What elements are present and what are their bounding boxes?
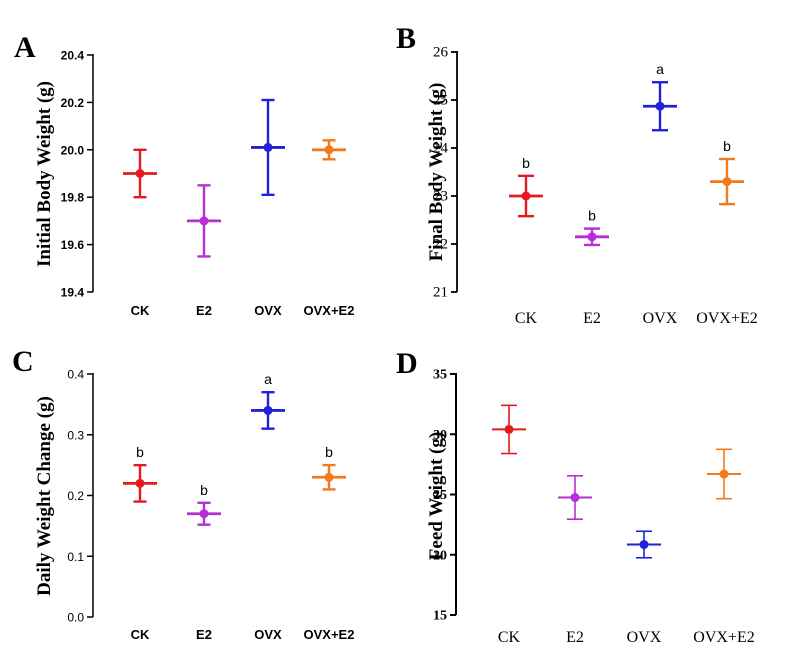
panel-d: D Feed Weight (g) 15 20 25 30 35 CK E2 OVX OVX+E2 <box>396 347 755 646</box>
x-tick-label: OVX <box>627 629 662 646</box>
x-tick-label: OVX+E2 <box>696 310 757 327</box>
y-tick-label: 23 <box>433 189 448 205</box>
y-tick-label: 25 <box>433 488 447 503</box>
x-tick-label: CK <box>498 629 521 646</box>
data-point-e2: b <box>575 208 609 247</box>
y-tick-label: 24 <box>433 141 449 157</box>
mean-point <box>199 509 209 519</box>
x-tick-label: OVX+E2 <box>304 303 355 318</box>
x-tick-label: OVX <box>643 310 678 327</box>
mean-point <box>639 540 649 550</box>
y-axis-label: Daily Weight Change (g) <box>34 396 55 596</box>
panel-a: A Initial Body Weight (g) 19.4 19.6 19.8 20.0… <box>14 31 354 318</box>
x-tick-label: CK <box>131 627 150 642</box>
y-axis-label: Feed Weight (g) <box>426 432 447 560</box>
data-point-ck <box>492 404 526 455</box>
data-point-ovx-plus-e2: b <box>710 138 744 206</box>
panel-b: B Final Body Weight (g) 21 22 23 24 25 26 CK E2 OV… <box>396 22 758 327</box>
data-point-e2: b <box>187 482 221 526</box>
y-tick-label: 20.0 <box>61 143 85 157</box>
x-tick-label: E2 <box>196 627 212 642</box>
significance-letter: b <box>588 208 596 224</box>
data-point-ovx-plus-e2 <box>707 448 741 500</box>
mean-point <box>521 191 531 201</box>
y-tick-label: 21 <box>433 285 448 301</box>
data-point-ck <box>123 148 157 199</box>
y-tick-label: 0.2 <box>67 489 84 503</box>
data-point-ovx-plus-e2 <box>312 139 346 161</box>
data-point-e2 <box>558 475 592 521</box>
y-tick-label: 20.4 <box>61 49 85 63</box>
data-point-ovx <box>627 530 661 559</box>
significance-letter: b <box>136 444 144 460</box>
panel-letter: C <box>12 345 34 378</box>
panel-letter: D <box>396 347 418 380</box>
x-tick-label: OVX <box>254 303 282 318</box>
y-tick-label: 26 <box>433 45 449 61</box>
mean-point <box>263 405 273 415</box>
significance-letter: a <box>656 61 664 77</box>
x-tick-label: OVX <box>254 627 282 642</box>
data-point-ovx: a <box>251 371 285 430</box>
data-point-e2 <box>187 184 221 258</box>
data-point-ck: b <box>509 155 543 218</box>
y-tick-label: 20 <box>433 548 447 563</box>
y-tick-label: 30 <box>433 428 447 443</box>
y-tick-label: 25 <box>433 93 448 109</box>
mean-point <box>504 424 514 434</box>
significance-letter: b <box>325 444 333 460</box>
mean-point <box>587 232 597 242</box>
x-tick-label: CK <box>515 310 538 327</box>
mean-point <box>199 216 209 226</box>
significance-letter: b <box>723 138 731 154</box>
mean-point <box>135 169 145 178</box>
data-point-ovx <box>251 98 285 197</box>
significance-letter: a <box>264 371 272 387</box>
x-tick-label: OVX+E2 <box>304 627 355 642</box>
data-point-ovx-plus-e2: b <box>312 444 346 491</box>
panel-letter: B <box>396 22 416 55</box>
x-tick-label: E2 <box>196 303 212 318</box>
panel-letter: A <box>14 31 36 64</box>
y-tick-label: 0.4 <box>67 368 84 382</box>
y-tick-label: 22 <box>433 237 448 253</box>
mean-point <box>324 145 334 155</box>
mean-point <box>570 493 580 503</box>
y-tick-label: 20.2 <box>61 96 85 110</box>
mean-point <box>324 472 334 482</box>
y-axis-label: Final Body Weight (g) <box>426 83 447 262</box>
y-axis-label: Initial Body Weight (g) <box>34 81 55 267</box>
significance-letter: b <box>200 482 208 498</box>
data-point-ovx: a <box>643 61 677 132</box>
y-tick-label: 0.0 <box>67 611 84 625</box>
mean-point <box>719 469 729 479</box>
y-tick-label: 15 <box>433 609 447 624</box>
y-tick-label: 19.8 <box>61 191 85 205</box>
x-tick-label: E2 <box>566 629 584 646</box>
mean-point <box>263 142 273 152</box>
mean-point <box>655 101 665 111</box>
y-tick-label: 0.1 <box>67 550 84 564</box>
data-point-ck: b <box>123 444 157 503</box>
x-tick-label: OVX+E2 <box>693 629 754 646</box>
y-tick-label: 35 <box>433 368 447 383</box>
y-tick-label: 19.6 <box>61 238 85 252</box>
significance-letter: b <box>522 155 530 171</box>
y-tick-label: 0.3 <box>67 428 84 442</box>
x-tick-label: CK <box>131 303 150 318</box>
mean-point <box>135 478 145 488</box>
x-tick-label: E2 <box>583 310 601 327</box>
y-tick-label: 19.4 <box>61 286 85 300</box>
mean-point <box>722 177 732 187</box>
